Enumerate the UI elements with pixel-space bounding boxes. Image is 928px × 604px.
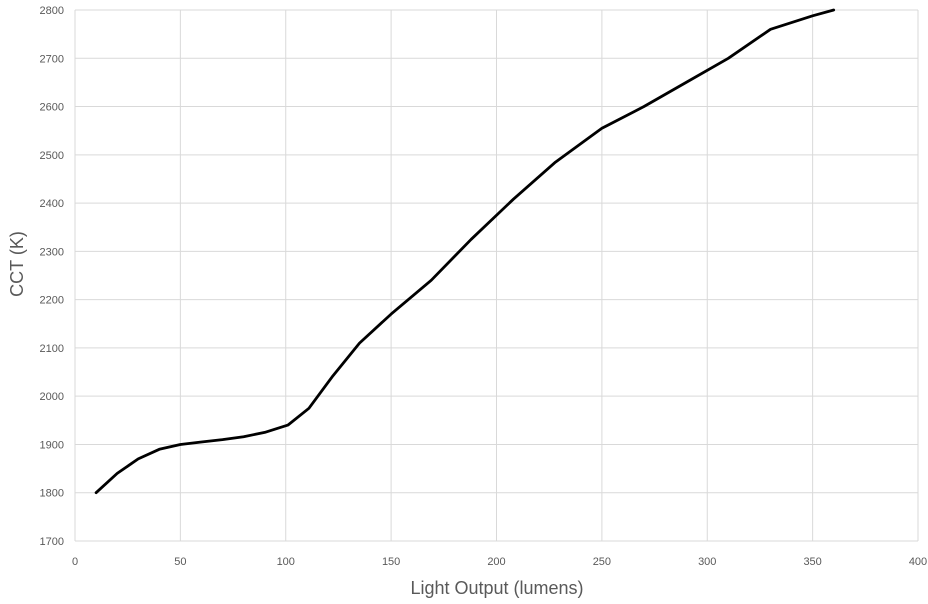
y-tick-label: 1800: [40, 488, 64, 500]
y-tick-label: 2800: [40, 5, 64, 17]
series-line: [94, 8, 836, 495]
x-axis-tick-labels: 0 50 100 150 200 250 300 350 400: [72, 556, 927, 568]
x-tick-label: 400: [909, 556, 927, 568]
x-axis-title: Light Output (lumens): [410, 578, 583, 598]
y-tick-label: 2500: [40, 150, 64, 162]
x-tick-label: 50: [174, 556, 186, 568]
x-tick-label: 250: [593, 556, 611, 568]
y-axis-title: CCT (K): [7, 231, 27, 297]
y-tick-label: 2200: [40, 295, 64, 307]
y-tick-label: 2700: [40, 53, 64, 65]
x-tick-label: 300: [698, 556, 716, 568]
series-group: [94, 8, 836, 495]
x-tick-label: 150: [382, 556, 400, 568]
y-tick-label: 1900: [40, 439, 64, 451]
vertical-gridlines: [74, 10, 919, 541]
y-tick-label: 1700: [40, 536, 64, 548]
y-tick-label: 2100: [40, 343, 64, 355]
y-tick-label: 2000: [40, 391, 64, 403]
y-tick-label: 2300: [40, 246, 64, 258]
x-tick-label: 0: [72, 556, 78, 568]
y-axis-tick-labels: 1700 1800 1900 2000 2100 2200 2300 2400 2500 2600…: [40, 5, 64, 548]
x-tick-label: 350: [803, 556, 821, 568]
x-tick-label: 100: [277, 556, 295, 568]
y-tick-label: 2600: [40, 102, 64, 114]
x-tick-label: 200: [487, 556, 505, 568]
y-tick-label: 2400: [40, 198, 64, 210]
horizontal-gridlines: [75, 9, 918, 542]
